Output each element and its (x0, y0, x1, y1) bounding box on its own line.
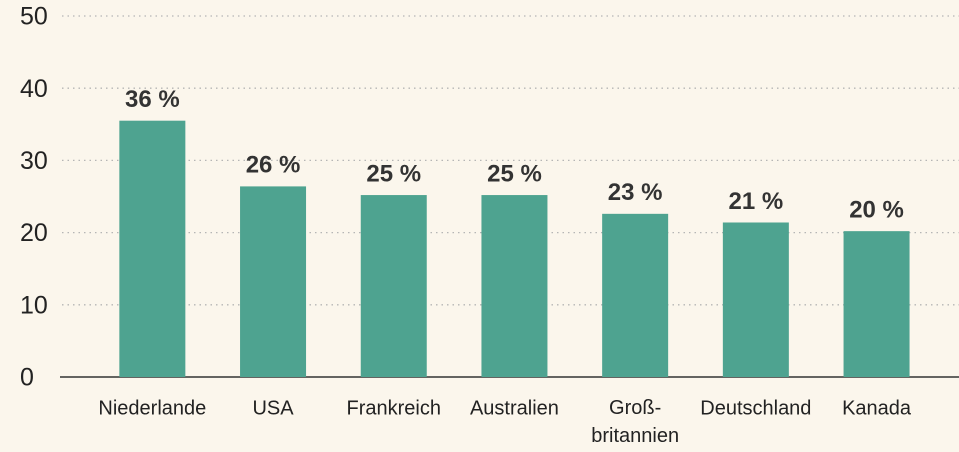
x-tick-label: Deutschland (700, 397, 811, 419)
x-tick-label: Frankreich (347, 397, 441, 419)
data-label: 36 % (125, 86, 180, 113)
bar (481, 195, 548, 377)
data-label: 26 % (246, 152, 301, 179)
data-label: 23 % (608, 179, 663, 206)
bar (843, 231, 910, 377)
y-tick-label: 50 (20, 3, 48, 31)
x-tick-label: USA (252, 397, 294, 419)
x-tick-label: Niederlande (98, 397, 206, 419)
bar (119, 120, 186, 377)
bar (360, 195, 427, 377)
data-label: 25 % (487, 160, 542, 187)
y-tick-label: 10 (20, 291, 48, 319)
y-tick-label: 40 (20, 75, 48, 103)
y-tick-label: 20 (20, 219, 48, 247)
bar (602, 213, 669, 377)
data-label: 21 % (728, 188, 783, 215)
bar (722, 222, 789, 377)
bar (240, 186, 307, 377)
x-tick-label: Kanada (842, 397, 912, 419)
data-label: 20 % (849, 196, 904, 223)
x-tick-label: Groß-britannien (591, 397, 679, 447)
y-tick-label: 0 (20, 364, 34, 392)
y-tick-label: 30 (20, 147, 48, 175)
data-label: 25 % (366, 160, 421, 187)
x-tick-label: Australien (470, 397, 559, 419)
